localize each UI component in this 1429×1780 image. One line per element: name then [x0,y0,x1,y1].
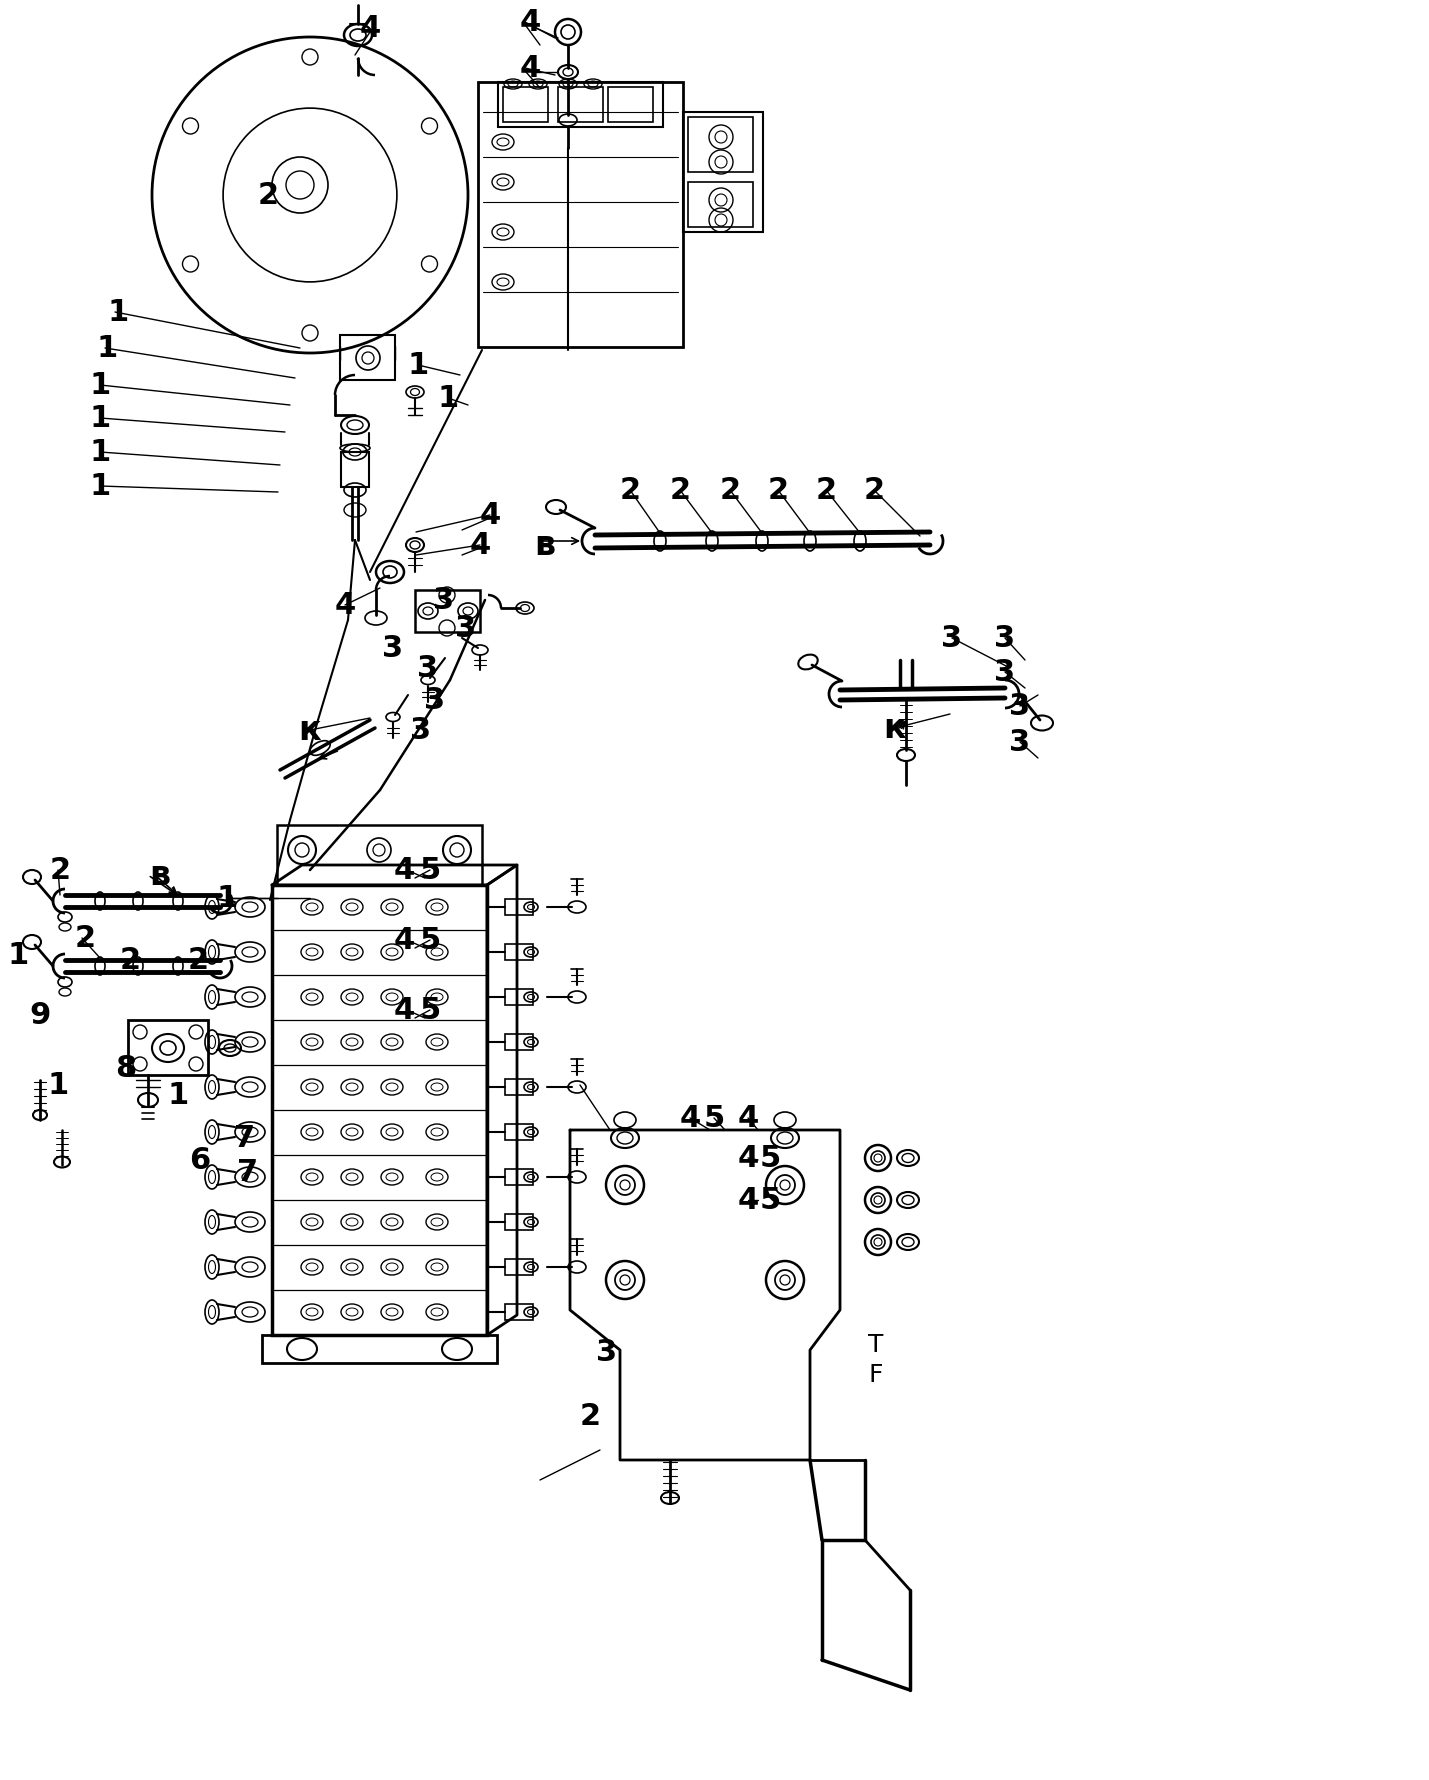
Bar [504,1258,533,1274]
Text: 4: 4 [393,926,414,954]
Text: 4: 4 [519,7,540,37]
Bar [504,990,533,1006]
Bar [477,82,683,347]
Text: 5: 5 [419,995,440,1025]
Text: 3: 3 [942,623,963,653]
Text: 3: 3 [1009,728,1030,756]
Bar [557,87,603,123]
Bar [414,589,480,632]
Text: 2: 2 [719,475,740,504]
Text: 1: 1 [216,883,237,913]
Text: 8: 8 [116,1054,137,1082]
Text: 2: 2 [120,945,140,974]
Text: 1: 1 [90,370,110,399]
Bar [262,1335,497,1363]
Text: 4: 4 [519,53,540,82]
Text: в: в [150,858,170,892]
Bar [504,899,533,915]
Bar [277,824,482,885]
Text: 3: 3 [383,634,403,662]
Text: 1: 1 [7,940,29,970]
Text: 4: 4 [334,591,356,619]
Text: 2: 2 [257,180,279,210]
Text: 1: 1 [407,351,429,379]
Text: 3: 3 [995,623,1016,653]
Bar [504,1214,533,1230]
Text: 2: 2 [187,945,209,974]
Text: 1: 1 [167,1080,189,1109]
Text: 2: 2 [579,1401,600,1431]
Text: 5: 5 [759,1143,780,1173]
Text: 2: 2 [74,924,96,952]
Bar [504,943,533,959]
Text: 3: 3 [417,653,439,682]
Text: 1: 1 [437,383,459,413]
Text: 6: 6 [190,1146,210,1175]
Bar [504,1169,533,1185]
Text: 1: 1 [107,297,129,326]
Bar [129,1020,209,1075]
Text: 7: 7 [234,1123,256,1152]
Text: 2: 2 [669,475,690,504]
Text: 3: 3 [424,685,446,714]
Text: 7: 7 [237,1157,259,1187]
Bar [504,1123,533,1139]
Text: 2: 2 [767,475,789,504]
Bar [683,112,763,231]
Text: 1: 1 [90,438,110,466]
Bar [503,87,547,123]
Text: 4: 4 [737,1185,759,1214]
Text: 4: 4 [469,530,490,559]
Bar [504,1079,533,1095]
Text: 9: 9 [30,1000,50,1029]
Text: 4: 4 [359,14,380,43]
Text: 3: 3 [410,716,432,744]
Bar [497,82,663,126]
Text: в: в [534,529,556,561]
Text: 5: 5 [419,926,440,954]
Text: 2: 2 [50,856,70,885]
Text: 4: 4 [479,500,500,529]
Text: 4: 4 [393,995,414,1025]
Text: 2: 2 [816,475,836,504]
Text: 4: 4 [393,856,414,885]
Bar [607,87,653,123]
Bar [504,1034,533,1050]
Text: 1: 1 [90,472,110,500]
Text: 4: 4 [679,1104,700,1132]
Bar [687,182,753,228]
Text: 1: 1 [90,404,110,433]
Text: 2: 2 [619,475,640,504]
Text: 1: 1 [96,333,117,363]
Text: 5: 5 [703,1104,725,1132]
Text: 5: 5 [759,1185,780,1214]
Bar [687,117,753,173]
Bar [272,885,487,1335]
Bar [504,1305,533,1321]
Text: 4: 4 [737,1104,759,1132]
Text: 3: 3 [433,586,454,614]
Text: 3: 3 [995,657,1016,687]
Bar [342,452,369,488]
Text: к: к [299,714,322,746]
Text: 3: 3 [1009,691,1030,721]
Text: 3: 3 [596,1337,617,1367]
Text: 4: 4 [737,1143,759,1173]
Bar [340,335,394,379]
Text: 1: 1 [47,1070,69,1100]
Text: 2: 2 [863,475,885,504]
Text: к: к [883,712,906,744]
Text: 3: 3 [456,614,476,643]
Text: 5: 5 [419,856,440,885]
Text: F: F [869,1363,883,1387]
Text: T: T [869,1333,883,1356]
